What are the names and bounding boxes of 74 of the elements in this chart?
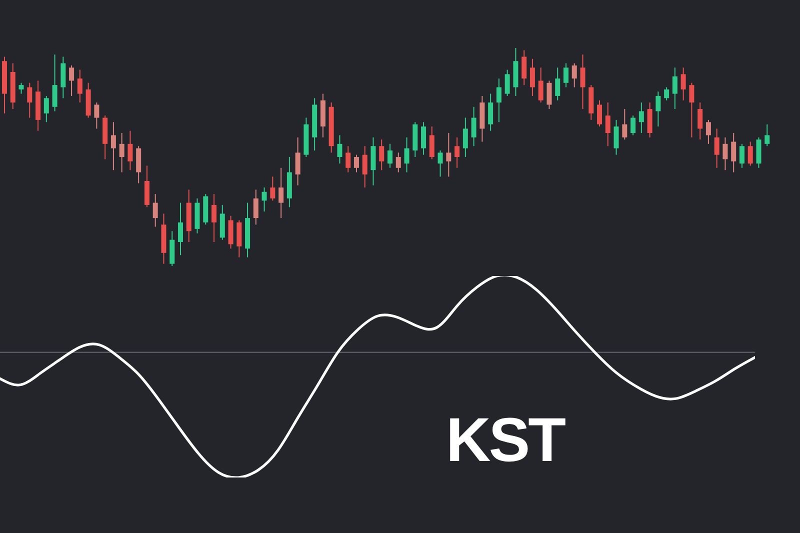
candlestick <box>337 134 342 164</box>
candlestick <box>496 78 502 123</box>
candlestick <box>278 167 284 219</box>
candlestick <box>563 62 568 88</box>
candlestick <box>689 82 694 138</box>
candlestick <box>656 91 661 127</box>
candlestick <box>69 64 74 96</box>
candlestick <box>605 102 610 147</box>
candlestick <box>756 136 762 168</box>
candlestick <box>27 82 32 118</box>
candlestick <box>370 136 376 186</box>
candlestick <box>128 130 133 171</box>
candlestick <box>152 194 158 228</box>
candlestick <box>680 67 686 101</box>
candlestick <box>471 106 476 147</box>
candlestick <box>270 176 276 202</box>
candlestick <box>647 102 652 138</box>
candlestick <box>421 122 426 156</box>
candlestick <box>379 139 384 171</box>
candlestick <box>714 128 720 168</box>
candlestick <box>362 146 368 188</box>
candlestick <box>630 115 636 136</box>
candlestick <box>538 67 544 103</box>
candlestick <box>614 119 619 156</box>
candlestick <box>110 122 116 171</box>
candlestick <box>698 102 703 140</box>
candlestick <box>220 204 225 240</box>
candlestick <box>672 67 678 110</box>
candlestick <box>555 67 560 101</box>
candlestick <box>504 69 510 96</box>
candlestick <box>262 187 267 212</box>
annotation: KST <box>446 406 566 475</box>
candlestick <box>622 108 628 140</box>
candlestick <box>354 154 359 173</box>
candlestick <box>178 202 183 256</box>
candlestick <box>228 215 234 250</box>
candlestick <box>522 50 527 86</box>
candlestick <box>722 136 728 171</box>
candlestick <box>664 86 670 101</box>
candlestick <box>597 100 602 127</box>
candlestick <box>119 132 124 173</box>
candlestick <box>438 150 443 178</box>
candlestick <box>731 132 736 173</box>
candlestick <box>253 189 258 226</box>
candlestick <box>462 117 468 158</box>
candlestick <box>429 126 434 160</box>
candlestick <box>580 54 586 110</box>
candlestick <box>170 230 175 266</box>
candlestick <box>388 143 392 168</box>
candlestick <box>295 136 300 186</box>
candlestick <box>764 124 770 147</box>
candlestick <box>136 146 142 184</box>
candlestick <box>454 136 460 168</box>
candlestick <box>94 102 100 130</box>
candlestick <box>638 102 644 134</box>
candlestick <box>18 82 24 94</box>
candlestick <box>77 69 82 103</box>
candlestick <box>446 132 452 178</box>
candlestick <box>236 220 242 258</box>
candlestick <box>396 152 401 173</box>
candlestick <box>748 141 753 166</box>
candlestick <box>530 58 535 96</box>
candlestick <box>346 146 351 173</box>
candlestick <box>572 62 577 88</box>
candlestick <box>52 54 58 112</box>
candlestick <box>44 95 49 123</box>
candlestick <box>488 93 494 132</box>
candlestick <box>739 143 744 168</box>
candlestick <box>706 119 711 144</box>
candlestick <box>144 165 150 208</box>
candlestick <box>546 80 552 110</box>
candlestick <box>60 56 66 99</box>
candlestick <box>212 194 217 243</box>
candlestick <box>404 136 410 173</box>
